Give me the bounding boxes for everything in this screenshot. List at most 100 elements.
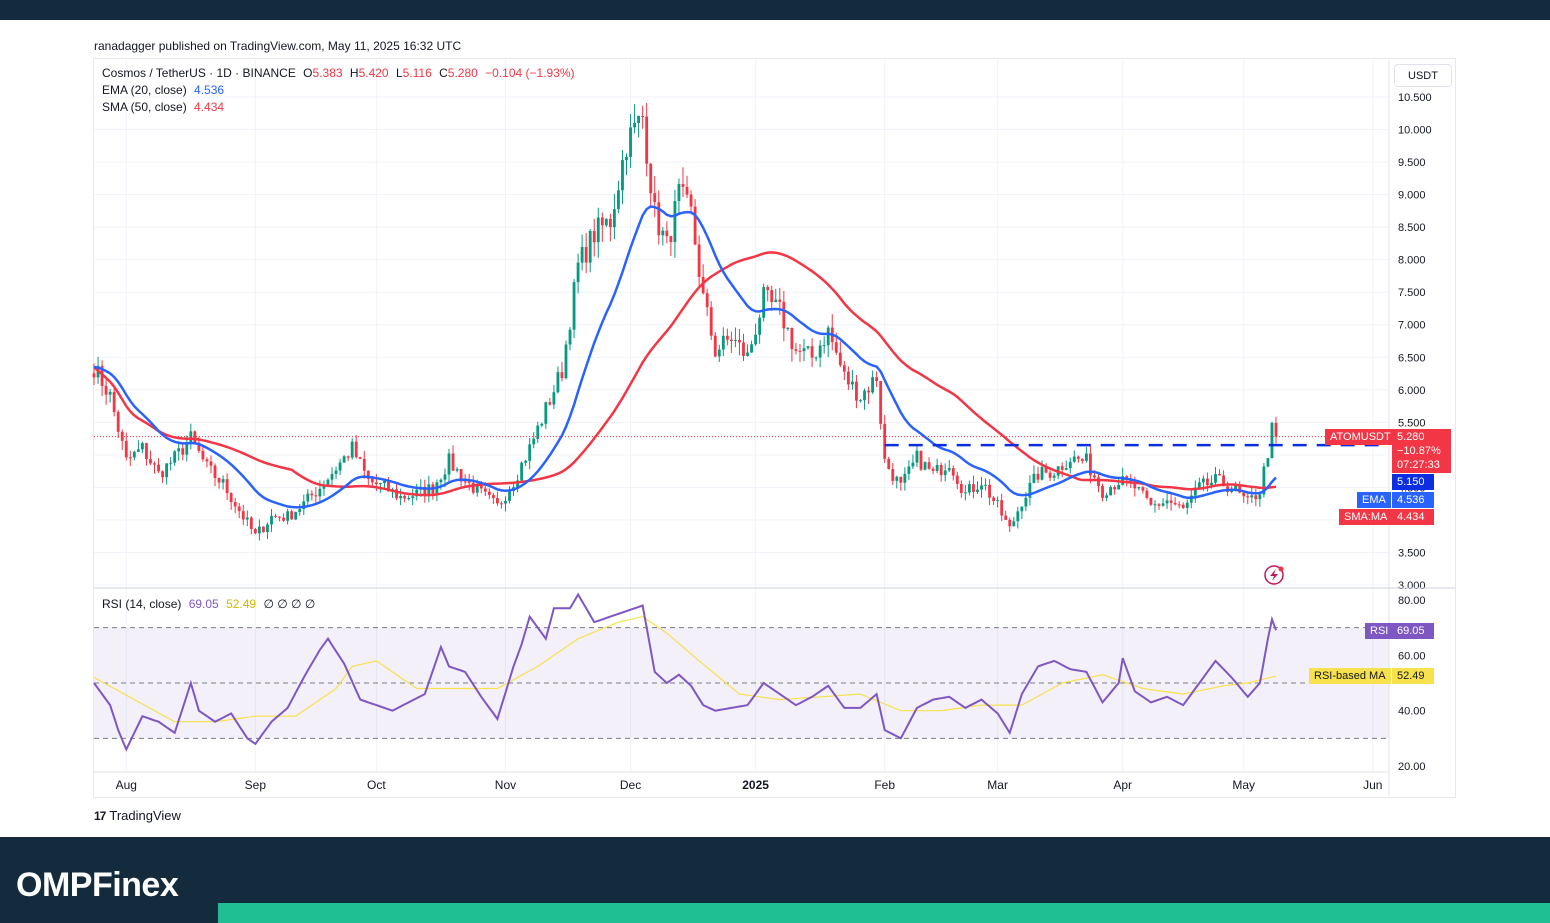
candle-body [140,443,144,450]
tradingview-mark-icon: 17 [94,809,106,823]
candle-body [637,115,641,124]
candle-body [879,381,883,424]
candle-body [233,502,237,507]
price-tick-label: 6.500 [1398,352,1426,364]
candle-body [189,431,193,444]
ema-legend[interactable]: EMA (20, close) 4.536 [102,83,224,97]
candle-body [859,400,862,402]
candle-body [201,450,205,460]
time-tick-label: Aug [116,778,137,792]
time-tick-label: Feb [874,778,895,792]
candle-body [895,476,899,481]
candle-body [754,334,758,345]
indicator-lines [93,205,1389,752]
candle-body [1197,482,1201,488]
candle-body [383,480,386,483]
candle-body [649,163,653,194]
time-tick-label: Apr [1113,778,1132,792]
rsi-line [93,592,1277,752]
price-tick-label: 9.500 [1398,157,1426,169]
sma-tag-label: SMA:MA [1339,509,1393,525]
chart-frame[interactable] [93,58,1456,798]
time-tick-label: Dec [620,778,641,792]
candle-body [592,231,596,243]
candle-body [770,290,774,303]
candle-body [342,456,346,463]
ema-tag-label: EMA [1357,492,1391,508]
currency-unit-button[interactable]: USDT [1394,64,1452,87]
candle-body [1254,495,1258,500]
candle-body [504,500,507,504]
symbol-tag: ATOMUSDT [1325,429,1396,445]
candle-body [1032,473,1036,483]
rsi-ma-value: 52.49 [226,597,257,611]
time-tick-label: May [1232,778,1255,792]
price-tick-label: 10.000 [1398,125,1432,137]
candle-body [875,377,879,382]
candle-body [447,453,451,475]
rsi-tick-label: 80.00 [1398,595,1426,607]
lightning-icon[interactable] [1264,565,1284,585]
top-bar [0,0,1550,20]
candle-body [326,479,330,486]
candle-body [871,377,874,393]
candle-body [665,230,669,237]
candle-body [540,423,544,426]
candle-body [177,448,181,452]
candle-body [814,357,818,359]
candle-body [132,451,136,458]
candle-body [467,481,471,483]
candle-body [863,390,866,401]
candle-body [1185,502,1189,508]
candle-body [346,456,350,458]
candle-body [362,458,366,471]
candle-body [221,479,225,483]
price-tick-label: 8.000 [1398,255,1426,267]
candle-body [915,450,919,463]
candle-body [742,342,745,356]
candle-body [1044,467,1048,473]
candle-body [423,486,427,497]
candle-body [225,479,229,494]
candle-body [1000,500,1004,516]
candle-body [951,468,955,476]
candle-body [1250,495,1254,498]
candle-body [298,509,302,512]
candle-body [955,475,959,484]
candle-body [967,484,971,493]
candle-body [524,460,528,463]
rsi-legend[interactable]: RSI (14, close) 69.05 52.49 ∅ ∅ ∅ ∅ [102,597,315,611]
price-tick-label: 3.500 [1398,547,1426,559]
candle-body [1084,453,1088,461]
candle-body [475,484,479,493]
candle-body [1165,500,1169,504]
candle-body [149,459,152,464]
candle-body [762,287,766,318]
rsi-label: RSI (14, close) [102,597,182,611]
candle-body [709,307,713,336]
candle-body [984,484,987,486]
level-tag: 5.150 [1392,474,1434,490]
rsi-value: 69.05 [188,597,219,611]
candle-body [128,457,132,459]
candle-body [516,480,519,488]
candle-body [560,372,564,379]
candle-body [838,352,842,366]
symbol-legend[interactable]: Cosmos / TetherUS · 1D · BINANCE O5.383 … [102,66,575,80]
sma-legend[interactable]: SMA (50, close) 4.434 [102,100,224,114]
time-tick-label: Nov [495,778,516,792]
candle-body [161,471,164,478]
candle-body [798,350,802,352]
candle-body [544,402,548,424]
tradingview-logo[interactable]: 17 TradingView [94,808,181,823]
candle-body [181,448,185,455]
candle-body [407,497,411,499]
candle-body [826,327,830,346]
candle-body [653,193,657,203]
candle-body [834,342,838,353]
change-value: −0.104 (−1.93%) [485,66,575,80]
candle-body [229,493,233,503]
ema-value: 4.536 [194,83,225,97]
candle-body [790,327,794,350]
